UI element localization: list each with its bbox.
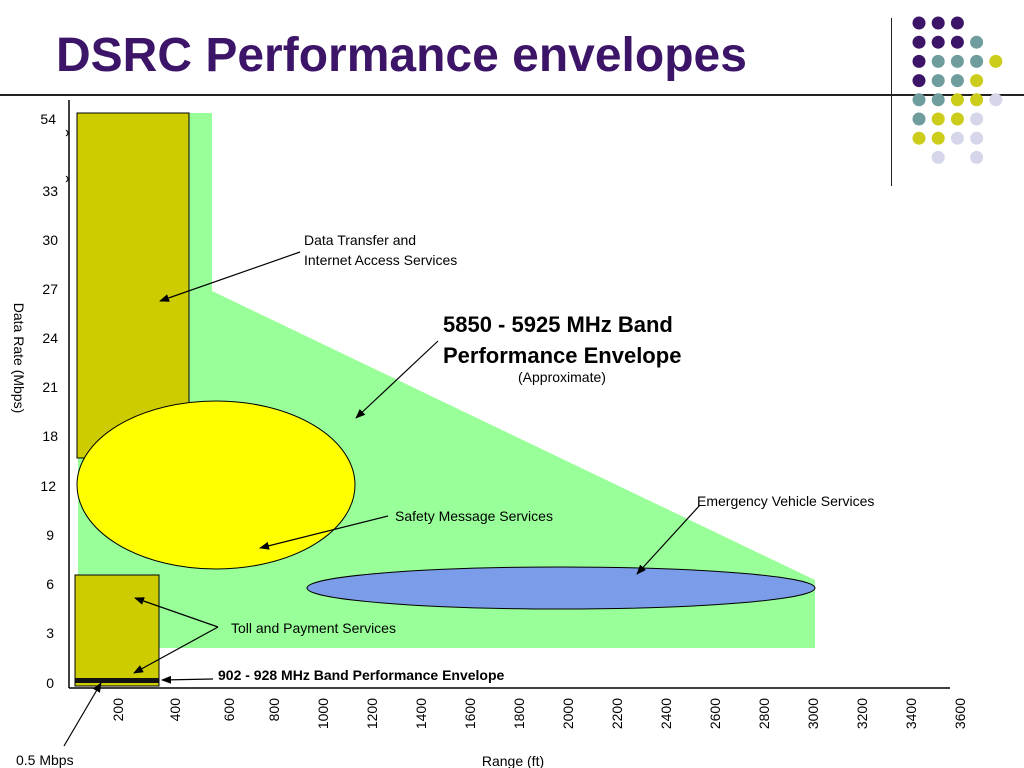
safety-message-ellipse — [76, 400, 356, 570]
x-tick-label: 2000 — [560, 698, 576, 729]
decorative-dot — [931, 16, 945, 30]
decorative-dot — [931, 131, 945, 145]
data-transfer-box — [76, 112, 190, 459]
min-rate-label: 0.5 Mbps — [16, 752, 74, 768]
x-tick-label: 1200 — [364, 698, 380, 729]
decorative-dot — [989, 54, 1003, 68]
y-axis-label: Data Rate (Mbps) — [11, 303, 27, 413]
decorative-dot — [931, 112, 945, 126]
y-axis-tick-labels: 0 3 6 9 12 18 21 24 27 30 33 54 — [40, 111, 58, 691]
y-tick-label: 21 — [42, 379, 58, 395]
band-902-label: 902 - 928 MHz Band Performance Envelope — [218, 667, 505, 683]
decorative-dot — [950, 93, 964, 107]
toll-payment-box — [74, 574, 160, 687]
y-tick-label: 6 — [46, 576, 54, 592]
toll-arrow-upper — [134, 597, 219, 628]
decorative-dot — [970, 112, 984, 126]
band-5850-arrow — [355, 340, 439, 419]
data-transfer-label-line2: Internet Access Services — [304, 252, 457, 268]
decorative-dot — [950, 112, 964, 126]
decorative-dot-grid — [912, 16, 1003, 164]
decorative-dot — [970, 93, 984, 107]
y-tick-label: 54 — [40, 111, 56, 127]
y-tick-label: 30 — [42, 232, 58, 248]
y-tick-label: 0 — [46, 675, 54, 691]
toll-arrow-lower — [133, 626, 219, 674]
y-tick-label: 9 — [46, 527, 54, 543]
band-5850-label-line2: Performance Envelope — [443, 343, 681, 368]
band-5850-approx-note: (Approximate) — [518, 369, 606, 385]
x-tick-label: 3400 — [903, 698, 919, 729]
x-tick-label: 800 — [266, 698, 282, 722]
band-5850-label-line1: 5850 - 5925 MHz Band — [443, 312, 673, 337]
decorative-dot — [970, 35, 984, 49]
decorative-dot — [912, 74, 926, 88]
decorative-dot — [970, 150, 984, 164]
band-902-bar — [75, 678, 159, 683]
emergency-arrow — [636, 504, 701, 575]
x-tick-label: 400 — [167, 698, 183, 722]
x-axis-label: Range (ft) — [482, 753, 544, 768]
safety-label: Safety Message Services — [395, 508, 553, 524]
y-tick-label: 18 — [42, 428, 58, 444]
decorative-dot — [970, 131, 984, 145]
decorative-dot — [970, 54, 984, 68]
emergency-label: Emergency Vehicle Services — [697, 493, 874, 509]
decorative-dot — [912, 93, 926, 107]
decorative-vertical-line — [891, 18, 892, 186]
x-tick-label: 1000 — [315, 698, 331, 729]
band-902-arrow — [161, 675, 214, 684]
decorative-dot — [931, 93, 945, 107]
y-axis-break-mark — [65, 129, 69, 183]
data-transfer-arrow — [159, 251, 301, 302]
safety-arrow — [259, 515, 389, 550]
y-tick-label: 27 — [42, 281, 58, 297]
title-divider — [0, 94, 1024, 96]
decorative-dot — [912, 112, 926, 126]
slide-title: DSRC Performance envelopes — [56, 29, 747, 82]
decorative-dot — [912, 131, 926, 145]
decorative-dot — [950, 35, 964, 49]
x-tick-label: 600 — [221, 698, 237, 722]
decorative-dot — [931, 150, 945, 164]
decorative-dot — [912, 54, 926, 68]
toll-label: Toll and Payment Services — [231, 620, 396, 636]
decorative-dot — [912, 16, 926, 30]
decorative-dot — [950, 54, 964, 68]
emergency-vehicle-ellipse — [306, 566, 816, 610]
x-tick-label: 200 — [110, 698, 126, 722]
x-tick-label: 2600 — [707, 698, 723, 729]
decorative-dot — [970, 74, 984, 88]
x-tick-label: 3000 — [805, 698, 821, 729]
decorative-dot — [912, 35, 926, 49]
x-tick-label: 2400 — [658, 698, 674, 729]
x-tick-label: 3200 — [854, 698, 870, 729]
y-tick-label: 33 — [42, 183, 58, 199]
x-tick-label: 2800 — [756, 698, 772, 729]
decorative-dot — [931, 54, 945, 68]
decorative-dot — [950, 131, 964, 145]
decorative-dot — [989, 93, 1003, 107]
decorative-dot — [950, 16, 964, 30]
decorative-dot — [931, 74, 945, 88]
y-tick-label: 12 — [40, 478, 56, 494]
decorative-dot — [950, 74, 964, 88]
min-rate-arrow — [63, 682, 102, 747]
x-tick-label: 2200 — [609, 698, 625, 729]
decorative-dot — [931, 35, 945, 49]
x-tick-label: 1400 — [413, 698, 429, 729]
data-transfer-label-line1: Data Transfer and — [304, 232, 416, 248]
x-tick-label: 1600 — [462, 698, 478, 729]
y-tick-label: 3 — [46, 625, 54, 641]
y-tick-label: 24 — [42, 330, 58, 346]
x-axis-tick-labels: 200 400 600 800 1000 1200 1400 1600 1800… — [110, 698, 968, 729]
x-tick-label: 1800 — [511, 698, 527, 729]
x-tick-label: 3600 — [952, 698, 968, 729]
